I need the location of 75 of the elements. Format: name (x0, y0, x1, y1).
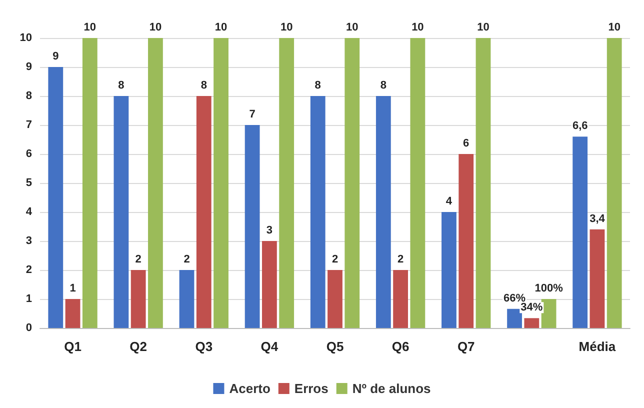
bar (310, 96, 326, 328)
bar (606, 38, 622, 328)
data-label: 6 (463, 138, 470, 150)
x-tick-label: Q3 (195, 339, 213, 354)
bar (328, 270, 342, 328)
y-tick-label: 8 (26, 90, 32, 102)
data-label: 8 (200, 80, 207, 92)
x-tick-label: Q2 (130, 339, 148, 354)
y-tick-label: 0 (26, 322, 32, 334)
bar (148, 38, 163, 328)
data-label: 2 (397, 254, 404, 266)
x-tick-label: Q4 (260, 339, 279, 354)
y-tick-label: 3 (26, 235, 32, 247)
x-tick-label: Q6 (392, 339, 410, 354)
data-label: 6,6 (572, 120, 588, 132)
x-tick-label: Q7 (457, 339, 475, 354)
bar (541, 299, 556, 328)
x-tick-label: Q1 (64, 339, 82, 354)
data-label: 10 (280, 22, 293, 34)
y-tick-label: 1 (26, 293, 32, 305)
y-tick-label: 2 (26, 264, 32, 276)
data-label: 8 (314, 80, 321, 92)
bar (572, 136, 588, 328)
y-tick-label: 5 (26, 177, 32, 189)
legend-label: Erros (294, 381, 328, 396)
data-label: 10 (214, 22, 228, 34)
bar (393, 270, 408, 328)
y-tick-label: 9 (26, 61, 32, 73)
data-label: 2 (184, 254, 190, 266)
data-label: 10 (608, 22, 620, 34)
data-label: 3,4 (590, 212, 606, 225)
bar (376, 96, 391, 328)
data-label: 8 (380, 80, 386, 92)
bar (344, 38, 360, 328)
bar (590, 229, 605, 328)
bar (48, 67, 64, 328)
data-label: 9 (52, 50, 59, 62)
bar (244, 125, 260, 328)
y-tick-label: 10 (20, 32, 32, 44)
data-label: 8 (118, 80, 124, 92)
bar (196, 96, 212, 328)
bar (507, 308, 522, 328)
bar (114, 96, 129, 328)
data-label: 10 (412, 22, 424, 34)
data-label: 34% (520, 302, 543, 314)
data-label: 10 (346, 22, 358, 34)
data-label: 2 (332, 254, 338, 266)
bar (214, 38, 228, 328)
x-tick-label: Q5 (326, 339, 344, 354)
bar (179, 270, 194, 328)
data-label: 10 (477, 22, 490, 34)
data-label: 3 (266, 224, 273, 236)
data-label: 7 (249, 108, 256, 120)
legend-label: Acerto (229, 381, 270, 396)
legend-label: Nº de alunos (352, 381, 431, 396)
bar (65, 299, 80, 328)
bar (458, 154, 474, 328)
bar (82, 38, 98, 328)
data-label: 4 (446, 196, 453, 208)
data-label: 2 (135, 254, 142, 266)
data-label: 100% (534, 282, 564, 294)
bar (279, 38, 294, 328)
y-tick-label: 4 (26, 206, 33, 218)
y-tick-label: 6 (26, 148, 32, 160)
x-tick-label: Média (578, 339, 616, 354)
data-label: 1 (70, 282, 76, 294)
bar (476, 38, 491, 328)
y-tick-label: 7 (26, 119, 32, 131)
data-label: 10 (84, 22, 96, 34)
bar (262, 241, 277, 328)
bar (410, 38, 426, 328)
bar (442, 212, 456, 328)
data-label: 10 (149, 22, 162, 34)
bar (524, 318, 540, 328)
bar (130, 270, 146, 328)
